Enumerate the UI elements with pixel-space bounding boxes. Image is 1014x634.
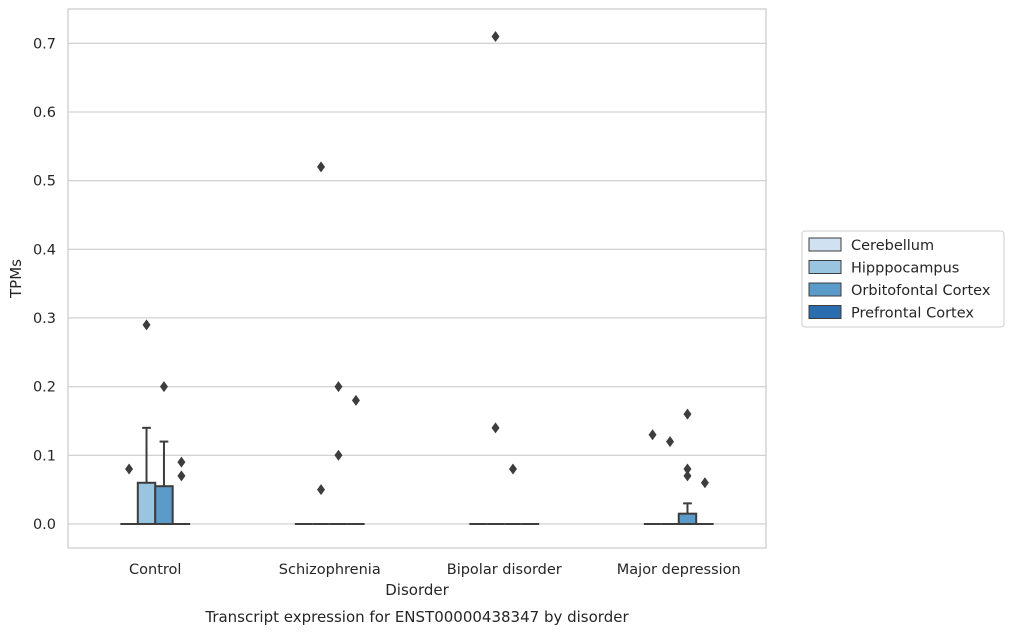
outlier-point (683, 463, 692, 475)
y-tick-label: 0.5 (33, 174, 56, 190)
box-3-0 (172, 456, 191, 525)
outlier-point (142, 319, 151, 331)
box-1-1 (312, 161, 330, 525)
legend-label: Hipppocampus (851, 261, 959, 277)
legend-swatch (808, 282, 842, 297)
legend-swatch (808, 305, 842, 319)
legend-item: Cerebellum (808, 237, 934, 254)
x-tick-label: Bipolar disorder (447, 562, 562, 578)
legend-label: Orbitofontal Cortex (851, 283, 991, 299)
legend-item: Prefrontal Cortex (808, 305, 974, 322)
box-2-2 (504, 463, 522, 525)
box-1-3 (661, 436, 679, 525)
plot-area-frame (67, 8, 767, 549)
y-tick-label: 0.0 (33, 517, 56, 533)
outlier-point (491, 30, 500, 42)
y-tick-label: 0.6 (33, 105, 56, 121)
y-tick-label: 0.7 (33, 36, 56, 52)
y-tick-label: 0.4 (33, 242, 56, 258)
legend-label: Prefrontal Cortex (851, 306, 974, 322)
outlier-point (317, 484, 326, 496)
x-tick-label: Major depression (617, 562, 741, 578)
outlier-point (683, 408, 692, 420)
x-axis-label: Disorder (385, 581, 449, 599)
box-body (677, 512, 698, 525)
boxplot-marks (120, 30, 714, 525)
box-2-1 (329, 381, 348, 525)
x-tick-label: Control (129, 562, 181, 578)
box-2-3 (677, 408, 698, 525)
outlier-point (334, 449, 343, 461)
gridlines (68, 42, 766, 525)
outlier-point (700, 477, 709, 489)
legend-item: Hipppocampus (808, 260, 959, 277)
box-2-0 (154, 381, 174, 525)
outlier-point (683, 470, 692, 482)
outlier-point (177, 470, 186, 482)
outlier-point (317, 161, 326, 173)
box-body (136, 481, 157, 525)
legend-swatch (808, 237, 842, 252)
y-tick-label: 0.2 (33, 380, 56, 396)
outlier-point (177, 456, 186, 468)
outlier-point (666, 436, 675, 448)
legend: Cerebellum Hipppocampus Orbitofontal Corte… (801, 230, 1005, 328)
outlier-point (351, 394, 360, 406)
outlier-point (125, 463, 134, 475)
box-body (154, 485, 174, 525)
outlier-point (159, 381, 168, 393)
x-axis-ticks: Control Schizophrenia Bipolar disorder Majo… (129, 562, 741, 578)
legend-swatch (808, 260, 842, 274)
legend-item: Orbitofontal Cortex (808, 282, 991, 299)
y-axis-ticks: 0.0 0.1 0.2 0.3 0.4 0.5 0.6 0.7 (33, 36, 56, 533)
y-tick-label: 0.1 (33, 448, 56, 464)
box-3-1 (347, 394, 365, 525)
outlier-point (648, 429, 657, 441)
outlier-point (334, 381, 343, 393)
legend-label: Cerebellum (851, 238, 934, 254)
x-tick-label: Schizophrenia (279, 562, 381, 578)
y-tick-label: 0.3 (33, 311, 56, 327)
y-axis-label: TPMs (7, 259, 25, 299)
chart-title: Transcript expression for ENST0000043834… (204, 608, 629, 626)
box-0-3 (643, 429, 662, 525)
box-1-0 (136, 319, 157, 525)
box-3-3 (696, 477, 714, 525)
outlier-point (508, 463, 517, 475)
legend-frame (801, 230, 1005, 328)
box-1-2 (486, 30, 505, 525)
outlier-point (491, 422, 500, 434)
box-0-0 (120, 463, 138, 525)
